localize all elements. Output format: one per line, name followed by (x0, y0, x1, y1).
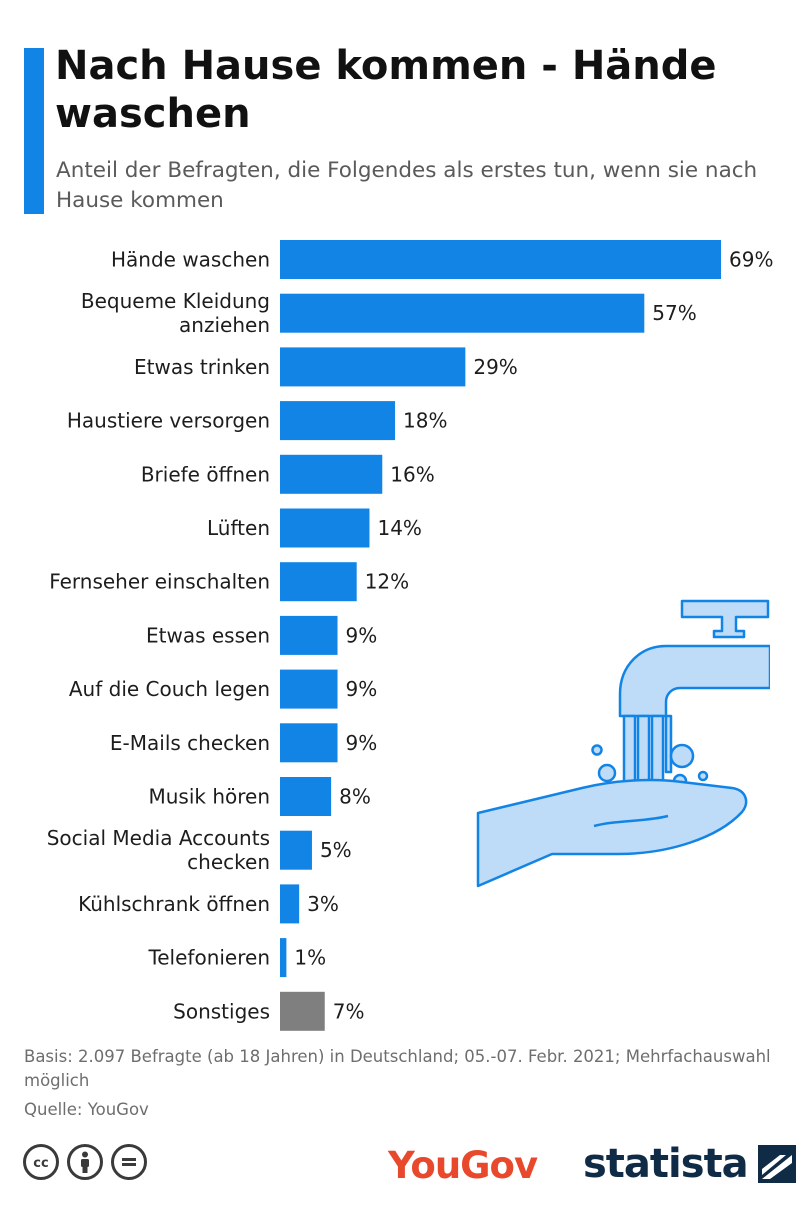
statista-mark-icon (757, 1145, 796, 1183)
bar (280, 777, 332, 816)
statista-logo[interactable]: statista (583, 1140, 796, 1188)
value-label: 69% (729, 248, 773, 272)
attribution-icon[interactable] (67, 1144, 103, 1180)
value-label: 12% (365, 570, 409, 594)
category-label: Musik hören (148, 785, 270, 809)
svg-text:cc: cc (33, 1156, 48, 1170)
faucet-icon (618, 644, 770, 718)
value-label: 57% (652, 301, 696, 325)
value-label: 9% (346, 677, 378, 701)
no-derivatives-icon[interactable] (111, 1144, 147, 1180)
bar (280, 830, 312, 870)
value-label: 9% (346, 623, 378, 647)
category-label: Etwas trinken (134, 355, 270, 379)
value-label: 18% (403, 409, 447, 433)
bar (280, 615, 338, 655)
hand-washing-illustration (476, 599, 770, 888)
bar (280, 508, 370, 548)
category-label: Kühlschrank öffnen (78, 892, 270, 916)
bar (280, 347, 466, 387)
bar (280, 454, 383, 494)
category-label: Etwas essen (146, 623, 270, 647)
category-label: E-Mails checken (110, 731, 270, 755)
bar-chart: 69% Hände waschen 57% Bequeme Kleidung anzie… (47, 240, 773, 1031)
statista-logo-text: statista (583, 1141, 749, 1187)
category-label: Telefonieren (147, 946, 270, 970)
category-label: Hände waschen (111, 248, 270, 272)
value-label: 1% (294, 946, 326, 970)
bar (280, 401, 396, 441)
value-label: 8% (339, 785, 371, 809)
category-label: Auf die Couch legen (69, 677, 270, 701)
bar (280, 293, 645, 333)
hand-icon (476, 778, 748, 888)
value-label: 29% (473, 355, 517, 379)
cc-icon[interactable]: cc (23, 1144, 59, 1180)
value-label: 3% (307, 892, 339, 916)
category-label: Sonstiges (173, 999, 270, 1023)
value-label: 5% (320, 838, 352, 862)
bar (280, 991, 325, 1031)
category-label: Lüften (207, 516, 270, 540)
faucet-handle-icon (680, 599, 770, 639)
bar (280, 938, 287, 978)
category-label: Fernseher einschalten (49, 570, 270, 594)
license-icons: cc (23, 1144, 147, 1184)
yougov-logo[interactable]: YouGov (388, 1144, 538, 1187)
bar (280, 723, 338, 763)
footer-source: Quelle: YouGov (24, 1100, 149, 1119)
category-label: Haustiere versorgen (67, 409, 270, 433)
footer-note: Basis: 2.097 Befragte (ab 18 Jahren) in … (24, 1047, 771, 1090)
value-label: 16% (390, 462, 434, 486)
page-subtitle: Anteil der Befragten, die Folgendes als … (56, 158, 758, 213)
bar (280, 240, 721, 279)
category-label: Briefe öffnen (141, 462, 270, 486)
bar (280, 669, 338, 709)
bar (280, 884, 300, 924)
value-label: 14% (377, 516, 421, 540)
value-label: 7% (333, 999, 365, 1023)
title-accent-bar (24, 48, 44, 214)
category-label: Bequeme Kleidung anziehen (81, 289, 270, 337)
bar (280, 562, 357, 602)
category-label: Social Media Accounts checken (47, 826, 270, 874)
page-title: Nach Hause kommen - Hände waschen (55, 43, 717, 137)
value-label: 9% (346, 731, 378, 755)
